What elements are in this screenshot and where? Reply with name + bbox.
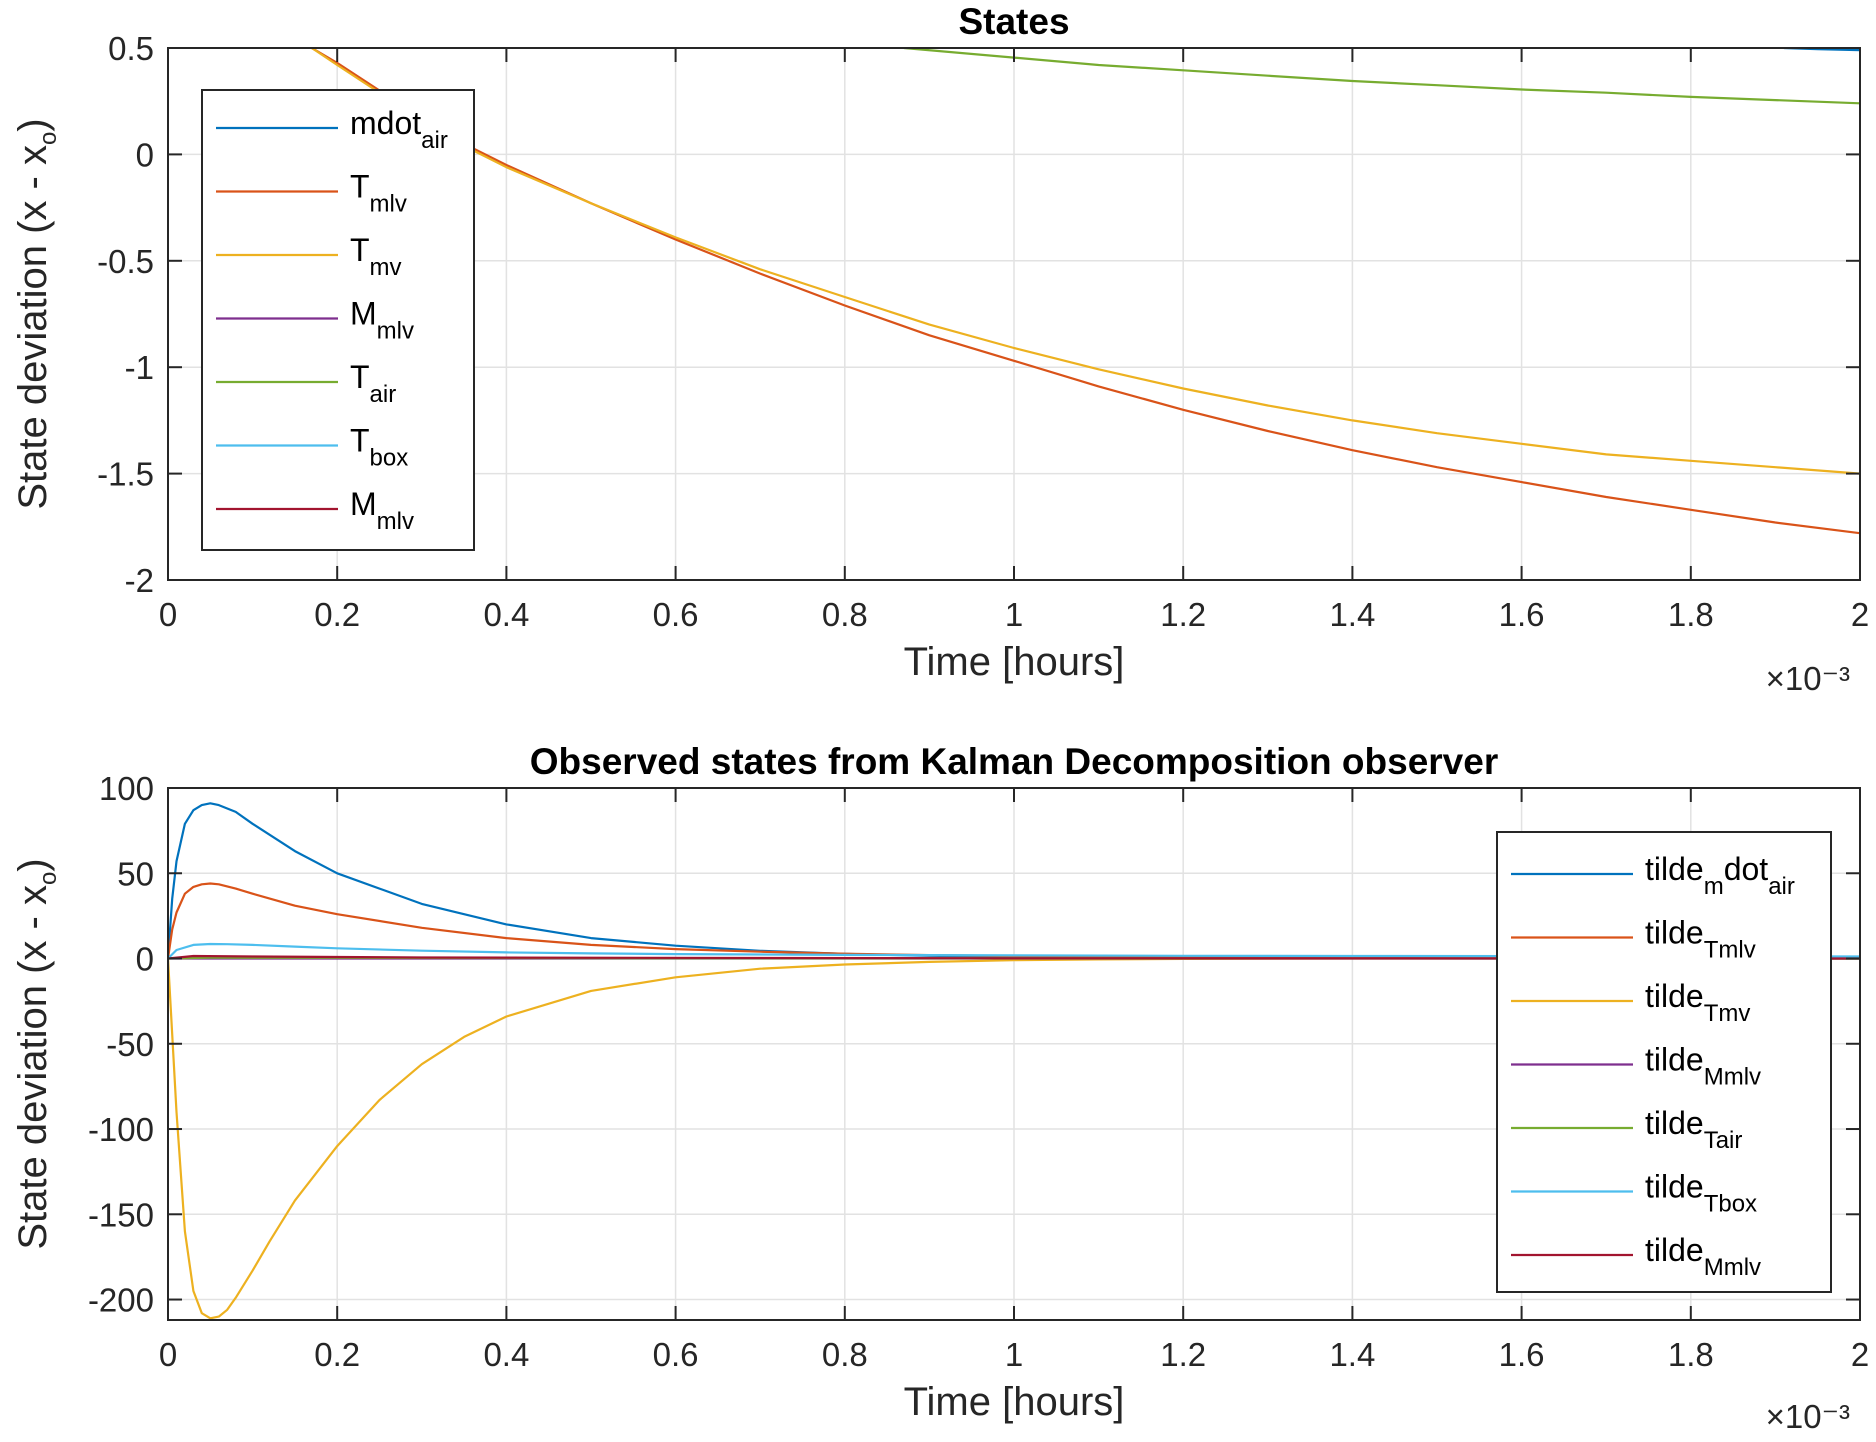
x-tick-label: 0.6 <box>653 1336 699 1373</box>
y-tick-label: 0.5 <box>108 30 154 67</box>
y-tick-label: -100 <box>88 1111 154 1148</box>
legend-entry-tilde_mdot_air: tildemdotair <box>1645 851 1795 900</box>
y-tick-label: -50 <box>106 1026 154 1063</box>
legend-entry-tilde_Tmlv: tildeTmlv <box>1645 915 1756 964</box>
x-axis-label: Time [hours] <box>904 640 1125 684</box>
chart-title: States <box>958 1 1069 42</box>
axes-frame <box>167 47 1861 581</box>
legend-entry-tilde_Mmlv: tildeMmlv <box>1645 1042 1761 1091</box>
x-axis-exponent: ×10⁻³ <box>1766 660 1850 697</box>
legend-entry-T_box: Tbox <box>350 423 408 472</box>
y-tick-label: -1 <box>125 349 154 386</box>
legend-box <box>201 89 475 551</box>
y-tick-label: 50 <box>117 855 154 892</box>
x-tick-label: 1 <box>1005 596 1023 633</box>
x-tick-label: 0 <box>159 596 177 633</box>
x-tick-label: 1.8 <box>1668 596 1714 633</box>
y-tick-label: 100 <box>99 770 154 807</box>
x-tick-label: 1.6 <box>1499 1336 1545 1373</box>
legend-entry-tilde_Mmlv: tildeMmlv <box>1645 1232 1761 1281</box>
series-line-tilde_Tbox <box>168 942 1860 960</box>
x-tick-label: 1.6 <box>1499 596 1545 633</box>
legend-box <box>1496 831 1832 1293</box>
x-tick-label: 1.8 <box>1668 1336 1714 1373</box>
y-axis-label: State deviation (x - xo) <box>11 858 62 1249</box>
legend: mdotair Tmlv Tmv Mmlv Tair Tbox Mmlv <box>201 89 475 551</box>
legend-entry-T_mv: Tmv <box>350 232 402 281</box>
y-tick-label: 0 <box>136 136 154 173</box>
series-line-T_air <box>903 48 1860 105</box>
legend-entry-tilde_Tair: tildeTair <box>1645 1105 1742 1154</box>
x-tick-label: 2 <box>1851 596 1869 633</box>
y-tick-label: -150 <box>88 1196 154 1233</box>
x-tick-label: 0.4 <box>483 596 529 633</box>
x-tick-label: 0.4 <box>483 1336 529 1373</box>
x-tick-label: 1.4 <box>1329 596 1375 633</box>
series-line-tilde_Tmlv <box>168 882 1860 960</box>
legend-entry-tilde_Tmv: tildeTmv <box>1645 978 1750 1027</box>
x-tick-label: 0.8 <box>822 596 868 633</box>
legend-entry-mdot_air: mdotair <box>350 105 448 154</box>
x-tick-label: 0.8 <box>822 1336 868 1373</box>
states-plot: 0 0.2 0.4 0.6 0.8 1 1.2 1.4 1.6 1.8 2 0.5 0 -0.5 -1 -1.… <box>11 1 1869 697</box>
x-tick-label: 0.2 <box>314 1336 360 1373</box>
axes-frame <box>167 787 1861 1321</box>
x-axis-exponent: ×10⁻³ <box>1766 1398 1850 1435</box>
x-tick-label: 1.2 <box>1160 596 1206 633</box>
observed-states-plot: 0 0.2 0.4 0.6 0.8 1 1.2 1.4 1.6 1.8 2 100 50 0 -50 -100… <box>11 741 1869 1435</box>
y-tick-label: -2 <box>125 562 154 599</box>
chart-title: Observed states from Kalman Decompositio… <box>530 741 1498 782</box>
x-tick-label: 1.2 <box>1160 1336 1206 1373</box>
y-tick-label: -0.5 <box>97 243 154 280</box>
legend: tildemdotair tildeTmlv tildeTmv tildeMmlv ti… <box>1496 831 1832 1293</box>
x-tick-label: 0 <box>159 1336 177 1373</box>
y-tick-label: -200 <box>88 1282 154 1319</box>
legend-entry-M_mlv: Mmlv <box>350 486 414 535</box>
x-tick-label: 1.4 <box>1329 1336 1375 1373</box>
x-tick-label: 0.2 <box>314 596 360 633</box>
x-axis-label: Time [hours] <box>904 1380 1125 1424</box>
legend-entry-T_mlv: Tmlv <box>350 169 407 218</box>
y-axis-label: State deviation (x - xo) <box>11 118 62 509</box>
legend-entry-tilde_Tbox: tildeTbox <box>1645 1169 1757 1218</box>
series-group <box>168 802 1860 1320</box>
x-tick-label: 0.6 <box>653 596 699 633</box>
series-line-tilde_Mmlv <box>168 954 1860 960</box>
x-tick-label: 1 <box>1005 1336 1023 1373</box>
y-tick-label: 0 <box>136 941 154 978</box>
x-tick-label: 2 <box>1851 1336 1869 1373</box>
legend-entry-M_mlv: Mmlv <box>350 296 414 345</box>
legend-entry-T_air: Tair <box>350 359 396 408</box>
y-tick-label: -1.5 <box>97 456 154 493</box>
